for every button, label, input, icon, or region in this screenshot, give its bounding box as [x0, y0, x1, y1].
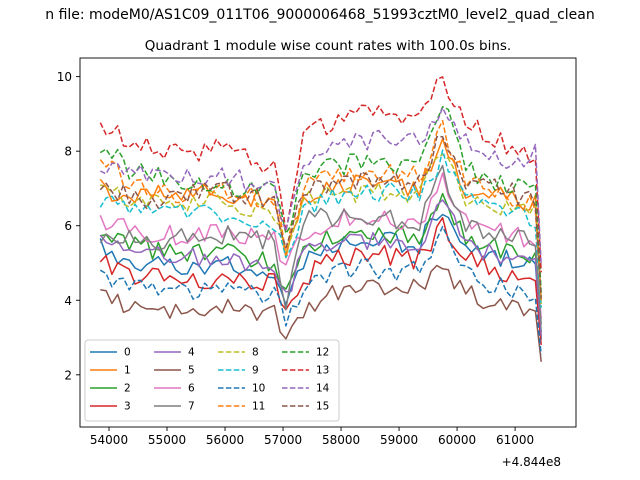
y-tick-label: 8 — [64, 145, 72, 159]
legend-label-3: 3 — [124, 401, 131, 413]
series-line-1 — [99, 137, 542, 301]
y-tick-label: 10 — [57, 70, 72, 84]
legend-label-6: 6 — [188, 383, 195, 395]
y-tick-label: 4 — [64, 294, 72, 308]
series-line-13 — [99, 76, 542, 273]
x-offset-label: +4.844e8 — [502, 455, 561, 469]
y-tick-label: 2 — [64, 368, 72, 382]
series-line-4 — [99, 199, 542, 336]
legend-label-8: 8 — [252, 347, 259, 359]
series-line-10 — [99, 225, 542, 355]
series-line-11 — [99, 119, 542, 301]
legend-label-7: 7 — [188, 401, 195, 413]
x-tick-label: 58000 — [322, 433, 360, 447]
legend-label-2: 2 — [124, 383, 131, 395]
x-tick-label: 56000 — [206, 433, 244, 447]
x-tick-label: 55000 — [148, 433, 186, 447]
legend-label-10: 10 — [252, 383, 265, 395]
y-axis: 2 4 6 8 10 — [57, 70, 80, 382]
legend-label-11: 11 — [252, 401, 265, 413]
series-line-6 — [99, 172, 542, 319]
legend-label-13: 13 — [316, 365, 329, 377]
legend-label-5: 5 — [188, 365, 195, 377]
figure-suptitle: n file: modeM0/AS1C09_011T06_9000006468_… — [45, 7, 594, 23]
series-line-2 — [100, 192, 542, 333]
series-line-9 — [99, 149, 542, 308]
legend-label-0: 0 — [124, 347, 131, 359]
legend-label-4: 4 — [188, 347, 195, 359]
axes-frame — [79, 57, 577, 428]
x-tick-label: 61000 — [496, 433, 534, 447]
x-axis: 54000 55000 56000 57000 58000 59000 60000 61000 — [90, 427, 534, 447]
x-tick-label: 59000 — [380, 433, 418, 447]
x-tick-label: 60000 — [438, 433, 476, 447]
series-line-5 — [100, 264, 542, 362]
chart-title: Quadrant 1 module wise count rates with … — [145, 38, 511, 54]
plot-area — [99, 76, 542, 362]
x-tick-label: 57000 — [264, 433, 302, 447]
legend-label-15: 15 — [316, 401, 329, 413]
series-line-15 — [99, 135, 542, 299]
legend-box — [84, 339, 340, 422]
legend-label-12: 12 — [316, 347, 329, 359]
series-line-7 — [99, 164, 542, 325]
series-line-3 — [99, 216, 542, 346]
legend-label-1: 1 — [124, 365, 131, 377]
series-line-12 — [99, 106, 542, 293]
x-tick-label: 54000 — [90, 433, 128, 447]
series-line-0 — [99, 213, 542, 340]
series-line-14 — [99, 107, 542, 265]
legend-label-14: 14 — [316, 383, 330, 395]
legend-label-9: 9 — [252, 365, 259, 377]
y-tick-label: 6 — [64, 219, 72, 233]
